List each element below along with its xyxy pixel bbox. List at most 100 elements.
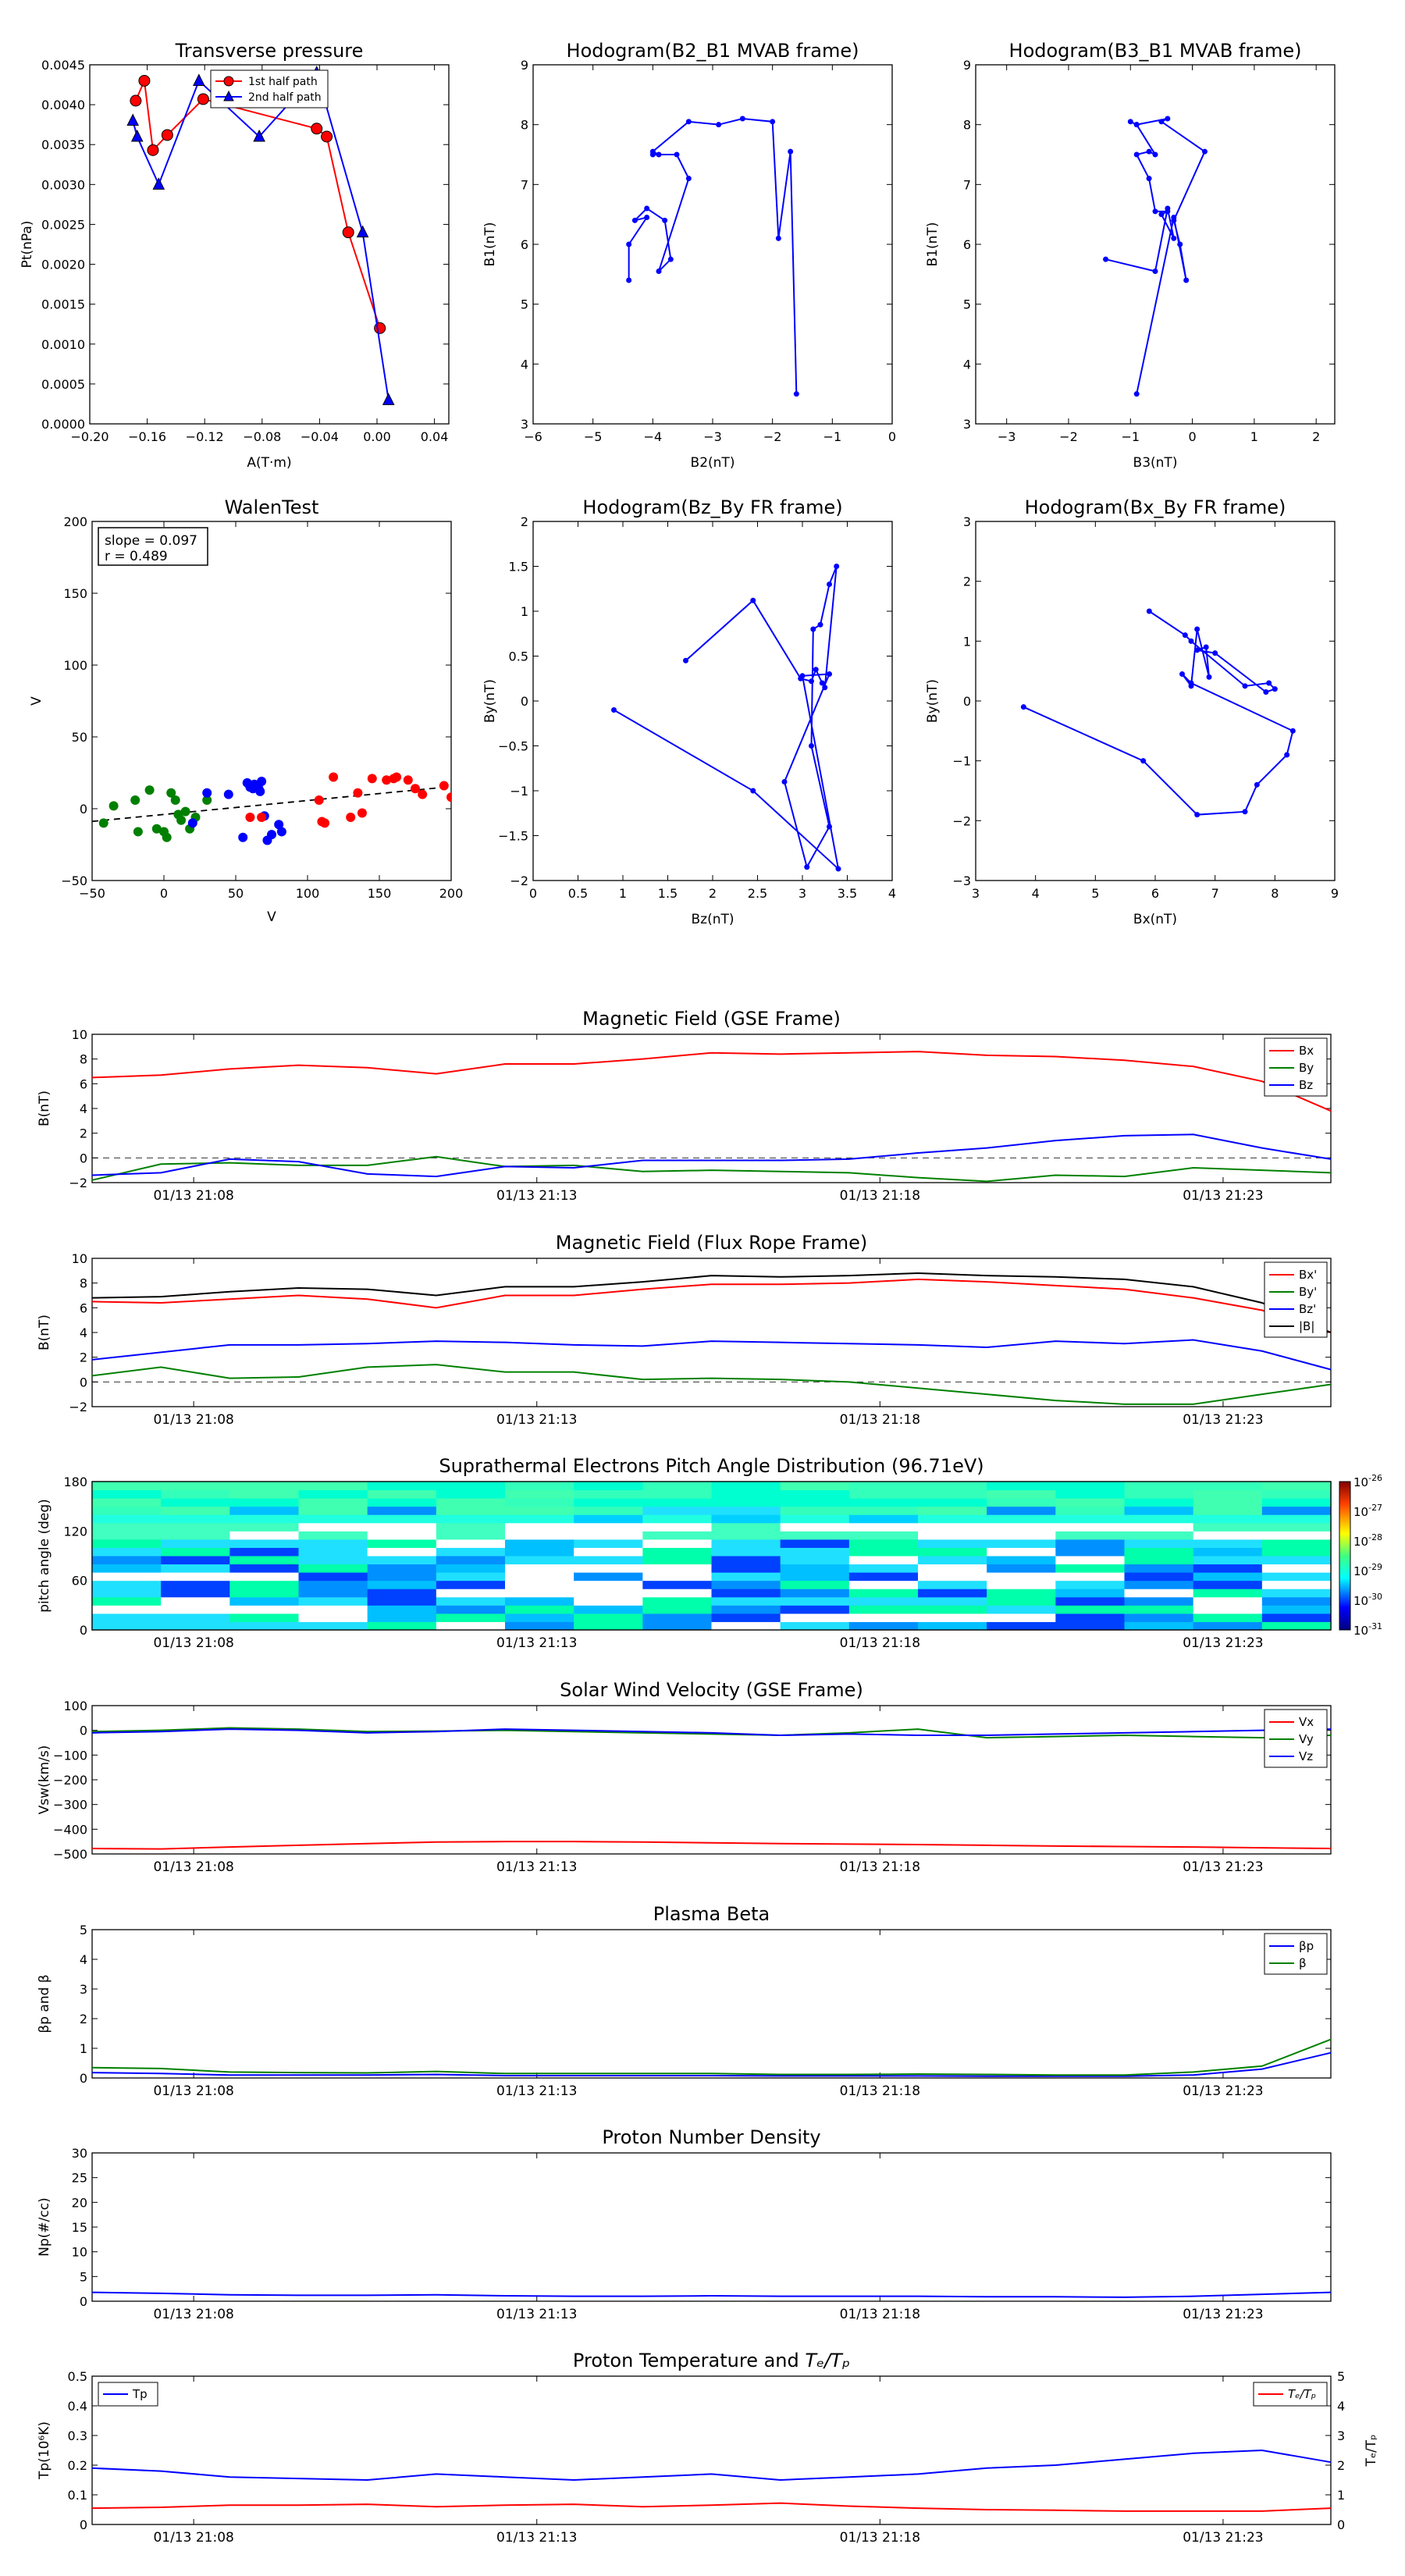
- chart-title: Solar Wind Velocity (GSE Frame): [560, 1679, 863, 1701]
- y-tick-label: 7: [963, 177, 971, 192]
- heatmap-cell: [711, 1621, 781, 1631]
- data-point: [685, 176, 692, 182]
- y-tick-label: 0: [80, 1375, 87, 1389]
- heatmap-cell: [1193, 1482, 1263, 1491]
- heatmap-cell: [298, 1589, 368, 1598]
- data-point: [202, 788, 212, 798]
- x-tick-label: −3: [703, 429, 722, 444]
- heatmap-cell: [505, 1589, 574, 1598]
- y-tick-label: 6: [80, 1300, 87, 1315]
- heatmap-cell: [848, 1572, 919, 1582]
- y-tick-label: −2: [69, 1176, 87, 1190]
- data-point: [1212, 650, 1218, 656]
- heatmap-cell: [848, 1514, 919, 1524]
- legend-label: Vy: [1299, 1732, 1314, 1746]
- heatmap-cell: [642, 1605, 712, 1614]
- heatmap-cell: [505, 1580, 574, 1589]
- heatmap-cell: [780, 1514, 850, 1524]
- heatmap-cell: [298, 1596, 368, 1606]
- data-point: [238, 832, 248, 842]
- x-tick-label: −1: [1121, 429, 1140, 444]
- heatmap-cell: [161, 1589, 230, 1598]
- time-tick-label: 01/13 21:18: [840, 1635, 920, 1651]
- data-point: [1152, 269, 1158, 274]
- heatmap-cell: [780, 1621, 850, 1631]
- heatmap-cell: [1261, 1539, 1332, 1548]
- x-tick-label: −0.08: [243, 429, 281, 444]
- panel-h4: Hodogram(Bx_By FR frame) −3 −2 −1 0 1 2 3 3 4 5 6 7 8…: [925, 496, 1339, 927]
- data-point: [827, 671, 832, 677]
- heatmap-cell: [1124, 1482, 1194, 1491]
- data-point: [314, 795, 324, 805]
- heatmap-cell: [1055, 1489, 1125, 1499]
- y-tick-label: 0.0010: [41, 337, 85, 352]
- heatmap-cell: [711, 1564, 781, 1573]
- heatmap-cell: [848, 1522, 919, 1532]
- heatmap-cell: [711, 1589, 781, 1598]
- y-axis-label: By(nT): [482, 679, 498, 723]
- data-point: [644, 205, 650, 212]
- legend-marker: [223, 76, 234, 87]
- heatmap-cell: [229, 1531, 299, 1540]
- data-point: [827, 582, 832, 587]
- heatmap-cell: [848, 1498, 919, 1507]
- legend-label: Bx: [1299, 1044, 1314, 1058]
- heatmap-cell: [574, 1580, 643, 1589]
- data-point: [1127, 119, 1133, 125]
- x-axis-label: B2(nT): [691, 455, 735, 471]
- y-tick-label: 9: [963, 58, 971, 73]
- heatmap-cell: [298, 1531, 368, 1540]
- hodogram-line: [613, 566, 840, 871]
- x-tick-label: −4: [644, 429, 663, 444]
- panel-np: Proton Number Density 0 5 10 15 20 25 30 01/13 2…: [37, 2126, 1332, 2322]
- heatmap-cell: [1193, 1580, 1263, 1589]
- data-point: [1146, 608, 1152, 614]
- y-axis-label: Np(#/cc): [37, 2197, 52, 2256]
- heatmap-cell: [574, 1506, 643, 1515]
- x-tick-label: 3: [799, 886, 806, 901]
- data-point: [1203, 644, 1209, 650]
- heatmap-cell: [229, 1506, 299, 1515]
- colorbar-base: 10: [1353, 1475, 1368, 1489]
- y-tick-label: 4: [521, 357, 528, 372]
- heatmap-cell: [918, 1522, 987, 1532]
- y-tick-label: 7: [521, 177, 528, 192]
- axes-frame: [532, 521, 893, 881]
- data-point: [166, 788, 176, 798]
- chart-title: Hodogram(B2_B1 MVAB frame): [567, 40, 859, 62]
- heatmap-cell: [161, 1498, 230, 1507]
- data-point: [1158, 212, 1165, 218]
- y-tick-label: 2: [963, 575, 971, 589]
- colorbar-base: 10: [1353, 1505, 1368, 1519]
- x-tick-label: 0.5: [568, 886, 588, 901]
- y-tick-label: −2: [510, 873, 528, 888]
- data-point: [649, 148, 656, 155]
- panel-h1: Hodogram(B2_B1 MVAB frame) 3 4 5 6 7 8 9 −6 −5 −4 −…: [482, 40, 896, 471]
- y2-tick-label: 0: [1337, 2517, 1345, 2532]
- panel-pt: Transverse pressure 0.0000 0.0005 0.0010 0.0…: [20, 40, 450, 471]
- axes-frame: [91, 1705, 1332, 1855]
- y-tick-label: −100: [53, 1748, 87, 1763]
- time-tick-label: 01/13 21:18: [840, 2083, 920, 2099]
- time-tick-label: 01/13 21:08: [153, 1412, 233, 1428]
- heatmap-cell: [1261, 1489, 1332, 1499]
- heatmap-cell: [642, 1613, 712, 1622]
- heatmap-cell: [987, 1613, 1056, 1622]
- heatmap-cell: [505, 1498, 574, 1507]
- heatmap-cell: [92, 1547, 162, 1557]
- heatmap-cell: [1261, 1514, 1332, 1524]
- y-tick-label: 8: [80, 1276, 87, 1291]
- y-tick-label: 180: [63, 1475, 87, 1489]
- time-tick-label: 01/13 21:08: [153, 1859, 233, 1875]
- y-axis-label: Tp(10⁶K): [37, 2421, 52, 2480]
- x-axis-label: A(T·m): [247, 455, 291, 471]
- x-tick-label: 0: [160, 886, 168, 901]
- heatmap-cell: [574, 1572, 643, 1582]
- heatmap-cell: [780, 1522, 850, 1532]
- data-point: [1194, 626, 1200, 632]
- y-tick-label: −2: [952, 813, 971, 828]
- heatmap-cell: [1261, 1522, 1332, 1532]
- data-point: [788, 148, 794, 155]
- heatmap-cell: [298, 1498, 368, 1507]
- heatmap-cell: [711, 1514, 781, 1524]
